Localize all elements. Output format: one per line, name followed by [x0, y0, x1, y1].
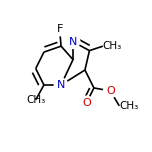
Circle shape: [54, 78, 68, 92]
Text: N: N: [69, 37, 77, 47]
Text: CH₃: CH₃: [26, 95, 45, 105]
Text: CH₃: CH₃: [119, 101, 138, 111]
Circle shape: [53, 22, 66, 36]
Circle shape: [104, 84, 117, 98]
Circle shape: [66, 35, 80, 48]
Text: N: N: [57, 80, 65, 90]
Text: CH₃: CH₃: [103, 41, 122, 51]
Circle shape: [80, 96, 93, 110]
Text: O: O: [106, 86, 115, 96]
Text: O: O: [82, 98, 91, 108]
Text: F: F: [56, 24, 63, 34]
